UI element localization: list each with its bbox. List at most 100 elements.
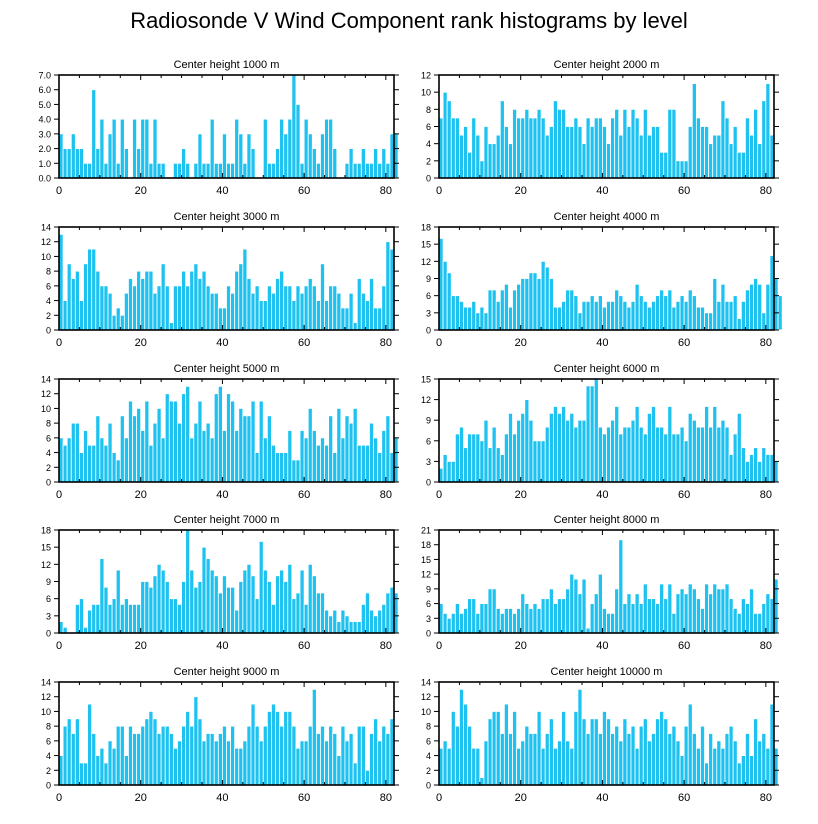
x-tick-label: 0	[436, 640, 442, 652]
bar	[479, 160, 485, 179]
bar	[320, 133, 325, 179]
bar	[352, 408, 358, 483]
bar	[79, 762, 84, 786]
bar	[552, 406, 558, 483]
bar	[646, 306, 652, 331]
plot-frame	[438, 529, 775, 634]
bar	[508, 143, 513, 179]
bar	[544, 134, 550, 179]
bar	[385, 241, 391, 331]
y-tick-label: 12	[421, 257, 431, 267]
y-tick-label: 18	[421, 223, 431, 233]
bar	[602, 711, 607, 786]
bar	[675, 433, 681, 483]
bar	[365, 769, 370, 786]
bar	[344, 740, 350, 786]
bar	[246, 415, 252, 483]
y-tick-label: 9	[426, 584, 431, 594]
bar	[242, 569, 248, 634]
bar	[683, 440, 689, 483]
bar	[132, 415, 138, 483]
bar	[283, 711, 289, 786]
bar	[651, 598, 656, 634]
bar	[655, 426, 661, 483]
bar	[307, 408, 313, 483]
bar	[757, 740, 763, 786]
bar	[79, 452, 84, 483]
bar	[140, 430, 146, 483]
bar	[446, 747, 452, 786]
bar	[499, 612, 505, 634]
x-tick-label: 80	[760, 640, 772, 652]
y-tick-label: 6	[46, 281, 51, 291]
bar	[667, 583, 673, 634]
bar	[593, 593, 599, 634]
y-tick-label: 0	[46, 629, 51, 639]
bar	[352, 162, 358, 179]
x-tick-label: 80	[760, 792, 772, 804]
x-tick-label: 60	[298, 640, 310, 652]
bar	[95, 415, 101, 483]
bar	[659, 711, 665, 786]
x-tick-label: 60	[298, 185, 310, 197]
y-tick-label: 5.0	[38, 100, 51, 110]
bar	[79, 148, 84, 179]
bar	[487, 718, 493, 786]
bar	[630, 300, 636, 331]
bar	[499, 733, 505, 786]
bar	[164, 393, 170, 483]
bar	[479, 603, 485, 634]
y-tick-label: 8	[46, 267, 51, 277]
bar	[544, 426, 550, 483]
bar	[246, 563, 252, 634]
bar	[324, 118, 330, 179]
bar	[712, 134, 718, 179]
bar	[561, 598, 567, 634]
y-tick-label: 21	[421, 526, 431, 536]
bar	[348, 292, 354, 331]
bar	[377, 609, 383, 634]
bar	[172, 285, 178, 331]
bar	[540, 747, 546, 786]
bar	[638, 426, 644, 483]
bar	[483, 419, 489, 483]
bar	[614, 406, 620, 483]
bar	[185, 529, 191, 634]
bar	[230, 586, 236, 634]
bar	[528, 419, 534, 483]
bar	[136, 408, 142, 483]
bar	[753, 612, 759, 634]
bar	[626, 426, 632, 483]
bar	[577, 593, 583, 634]
bar	[197, 581, 203, 634]
bar	[369, 162, 374, 179]
bar	[565, 126, 571, 179]
bar	[377, 162, 383, 179]
y-tick-label: 6	[426, 736, 431, 746]
bar	[459, 612, 464, 634]
bar	[732, 740, 738, 786]
bar	[107, 740, 113, 786]
y-tick-label: 8	[46, 419, 51, 429]
x-tick-label: 60	[678, 640, 690, 652]
bar	[544, 598, 550, 634]
bar	[373, 148, 379, 179]
bar	[495, 711, 501, 786]
bar	[275, 575, 281, 634]
bar	[679, 755, 685, 786]
bar	[144, 118, 150, 179]
bar	[332, 609, 338, 634]
bar	[675, 160, 681, 179]
bar	[757, 143, 763, 179]
bar	[573, 578, 579, 634]
y-tick-label: 2	[46, 463, 51, 473]
bar	[287, 430, 293, 483]
bar	[217, 592, 223, 634]
bar	[442, 91, 448, 179]
y-tick-label: 1.0	[38, 159, 51, 169]
bar	[606, 143, 611, 179]
bar	[463, 703, 468, 786]
plot-frame	[58, 681, 395, 786]
bar	[548, 412, 554, 483]
bar	[311, 430, 317, 483]
